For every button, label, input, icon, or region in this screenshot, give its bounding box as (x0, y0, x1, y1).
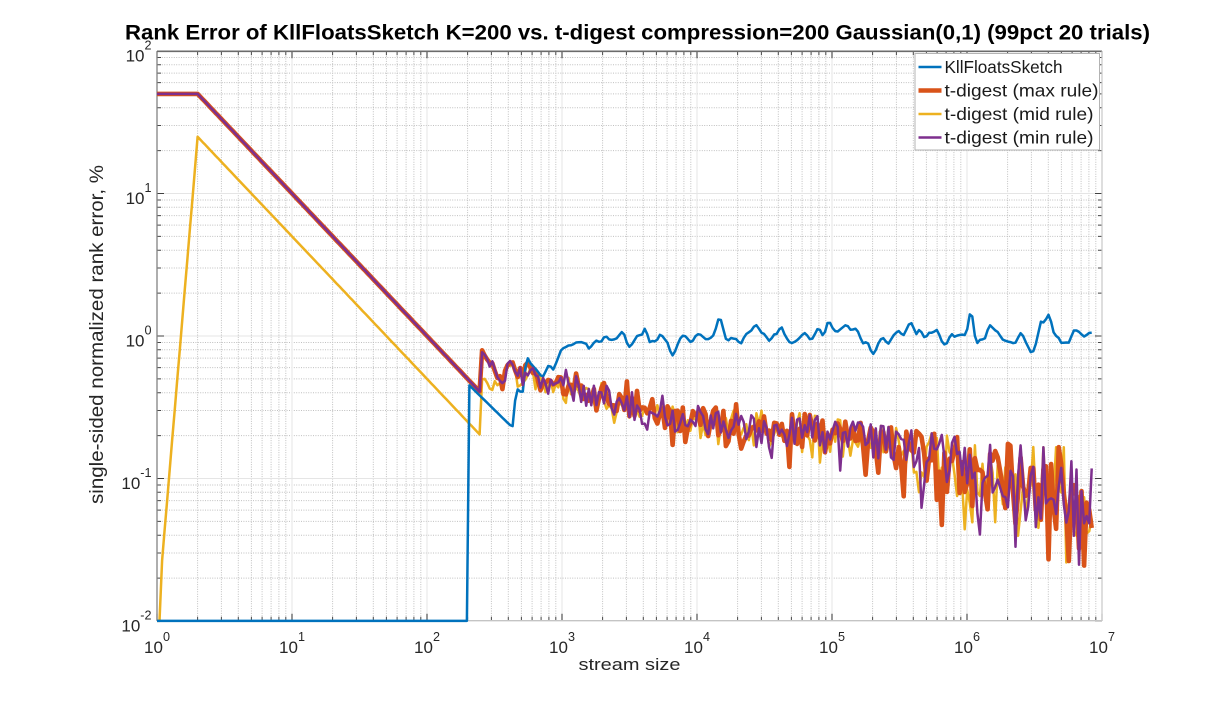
svg-text:Rank Error of KllFloatsSketch: Rank Error of KllFloatsSketch K=200 vs. … (125, 21, 1150, 45)
svg-text:t-digest (min rule): t-digest (min rule) (945, 128, 1094, 148)
svg-text:t-digest (max rule): t-digest (max rule) (945, 81, 1099, 101)
svg-text:t-digest (mid rule): t-digest (mid rule) (945, 104, 1094, 124)
svg-text:stream size: stream size (579, 655, 681, 674)
svg-text:single-sided normalized rank e: single-sided normalized rank error, % (87, 165, 108, 504)
svg-text:KllFloatsSketch: KllFloatsSketch (945, 57, 1063, 77)
